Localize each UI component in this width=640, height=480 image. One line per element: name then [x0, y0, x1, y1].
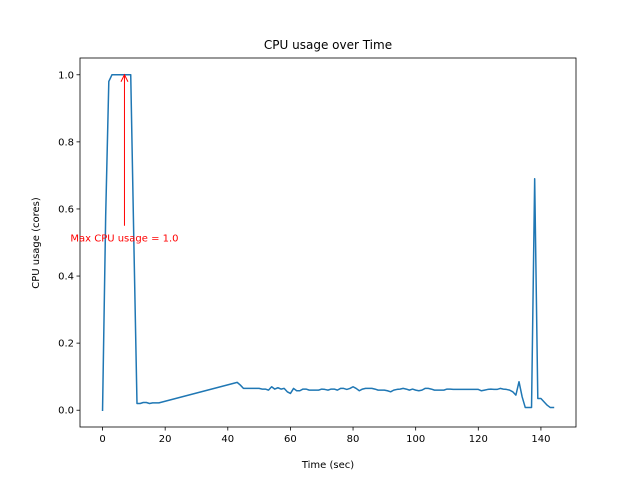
y-tick-label: 1.0 [58, 70, 74, 81]
x-tick-label: 60 [284, 434, 297, 445]
annotation-label: Max CPU usage = 1.0 [70, 234, 178, 245]
annotation-arrow-head [120, 73, 129, 82]
y-tick-label: 0.4 [58, 272, 74, 283]
axes-frame [79, 57, 577, 428]
chart-title: CPU usage over Time [264, 38, 392, 52]
x-axis-title: Time (sec) [301, 460, 354, 471]
x-tick-label: 100 [406, 434, 425, 445]
plot-area: 0 20 40 60 80 100 120 140 0.0 0.2 0.4 0.6 0.8 1.0 Max … [58, 57, 577, 445]
x-tick-label: 140 [531, 434, 550, 445]
y-tick-label: 0.8 [58, 137, 74, 148]
x-tick-label: 120 [469, 434, 488, 445]
x-tick-label: 40 [221, 434, 234, 445]
series-line-0 [101, 74, 555, 411]
x-tick-label: 80 [347, 434, 360, 445]
y-axis-title: CPU usage (cores) [31, 197, 42, 289]
y-tick-label: 0.2 [58, 339, 74, 350]
x-tick-label: 0 [99, 434, 105, 445]
y-tick-label: 0.0 [58, 406, 74, 417]
x-tick-label: 20 [159, 434, 172, 445]
y-tick-label: 0.6 [58, 204, 74, 215]
